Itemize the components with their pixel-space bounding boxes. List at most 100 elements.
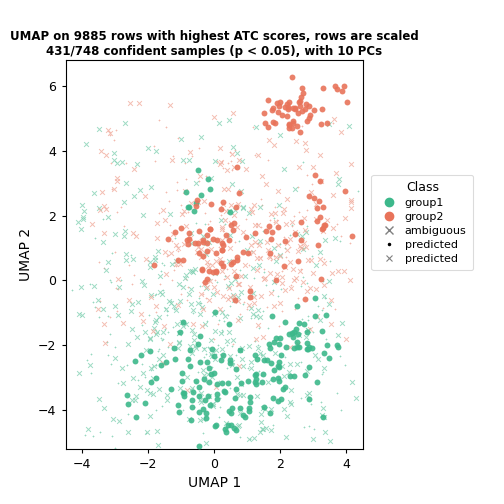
Point	[223, 337, 231, 345]
Point	[297, 265, 305, 273]
Point	[305, 102, 313, 110]
Point	[291, 305, 299, 313]
Point	[217, 329, 225, 337]
Point	[226, 243, 234, 251]
Point	[164, 328, 172, 336]
Point	[77, 283, 85, 291]
Point	[308, 328, 317, 336]
Point	[311, 294, 319, 302]
Point	[115, 283, 123, 291]
Point	[320, 292, 328, 300]
Point	[260, 307, 268, 316]
Point	[333, 389, 341, 397]
Point	[200, 353, 208, 361]
Point	[288, 73, 296, 81]
Point	[111, 354, 119, 362]
Point	[205, 220, 213, 228]
Point	[142, 255, 150, 263]
Point	[108, 432, 116, 440]
Point	[247, 303, 255, 311]
Point	[209, 400, 217, 408]
Point	[230, 267, 238, 275]
Point	[95, 204, 103, 212]
Point	[91, 303, 99, 311]
Point	[203, 358, 211, 366]
Point	[161, 248, 169, 256]
Point	[310, 425, 319, 433]
Point	[94, 305, 102, 313]
Point	[225, 320, 233, 328]
Point	[281, 383, 289, 391]
Point	[188, 306, 197, 314]
Point	[208, 373, 216, 381]
Point	[307, 256, 316, 264]
Point	[276, 299, 284, 307]
Point	[163, 392, 171, 400]
Point	[246, 293, 254, 301]
Point	[286, 372, 294, 380]
Point	[233, 390, 241, 398]
Point	[196, 177, 204, 185]
Point	[213, 157, 221, 165]
Point	[225, 236, 233, 244]
Point	[204, 262, 212, 270]
Point	[258, 201, 266, 209]
Point	[264, 123, 272, 131]
Point	[197, 398, 205, 406]
Point	[138, 321, 146, 329]
Point	[218, 307, 226, 316]
Point	[146, 412, 154, 420]
Point	[211, 327, 219, 335]
Point	[347, 160, 355, 168]
Point	[212, 346, 220, 354]
Point	[253, 266, 261, 274]
Point	[304, 345, 312, 353]
Point	[229, 340, 237, 348]
Point	[113, 307, 121, 315]
Point	[297, 358, 305, 366]
Point	[316, 151, 324, 159]
Point	[208, 245, 216, 253]
Point	[238, 157, 246, 165]
Point	[290, 276, 298, 284]
Point	[257, 417, 265, 425]
Point	[236, 266, 244, 274]
Point	[268, 228, 276, 236]
Point	[197, 389, 205, 397]
Point	[304, 256, 312, 264]
Point	[168, 156, 176, 164]
Point	[205, 267, 213, 275]
Point	[301, 327, 309, 335]
Point	[159, 359, 167, 367]
Point	[128, 307, 136, 316]
Point	[206, 277, 214, 285]
Point	[172, 241, 180, 249]
Point	[283, 100, 291, 108]
Point	[236, 272, 244, 280]
Point	[224, 185, 232, 194]
Point	[298, 232, 306, 240]
Point	[217, 356, 225, 364]
Point	[114, 275, 122, 283]
Point	[301, 105, 309, 113]
Point	[183, 386, 191, 394]
Point	[113, 159, 121, 167]
Point	[229, 109, 237, 117]
Point	[202, 409, 210, 417]
Point	[192, 219, 200, 227]
Point	[273, 218, 281, 226]
Point	[260, 265, 268, 273]
Point	[247, 358, 256, 366]
Point	[158, 290, 166, 298]
Point	[244, 407, 253, 415]
Point	[337, 231, 345, 239]
Point	[108, 249, 116, 258]
Point	[262, 227, 270, 235]
Point	[324, 216, 332, 224]
Point	[198, 323, 206, 331]
Point	[95, 258, 103, 266]
Point	[262, 424, 270, 432]
Point	[199, 415, 207, 423]
Point	[236, 404, 244, 412]
Point	[270, 421, 278, 429]
